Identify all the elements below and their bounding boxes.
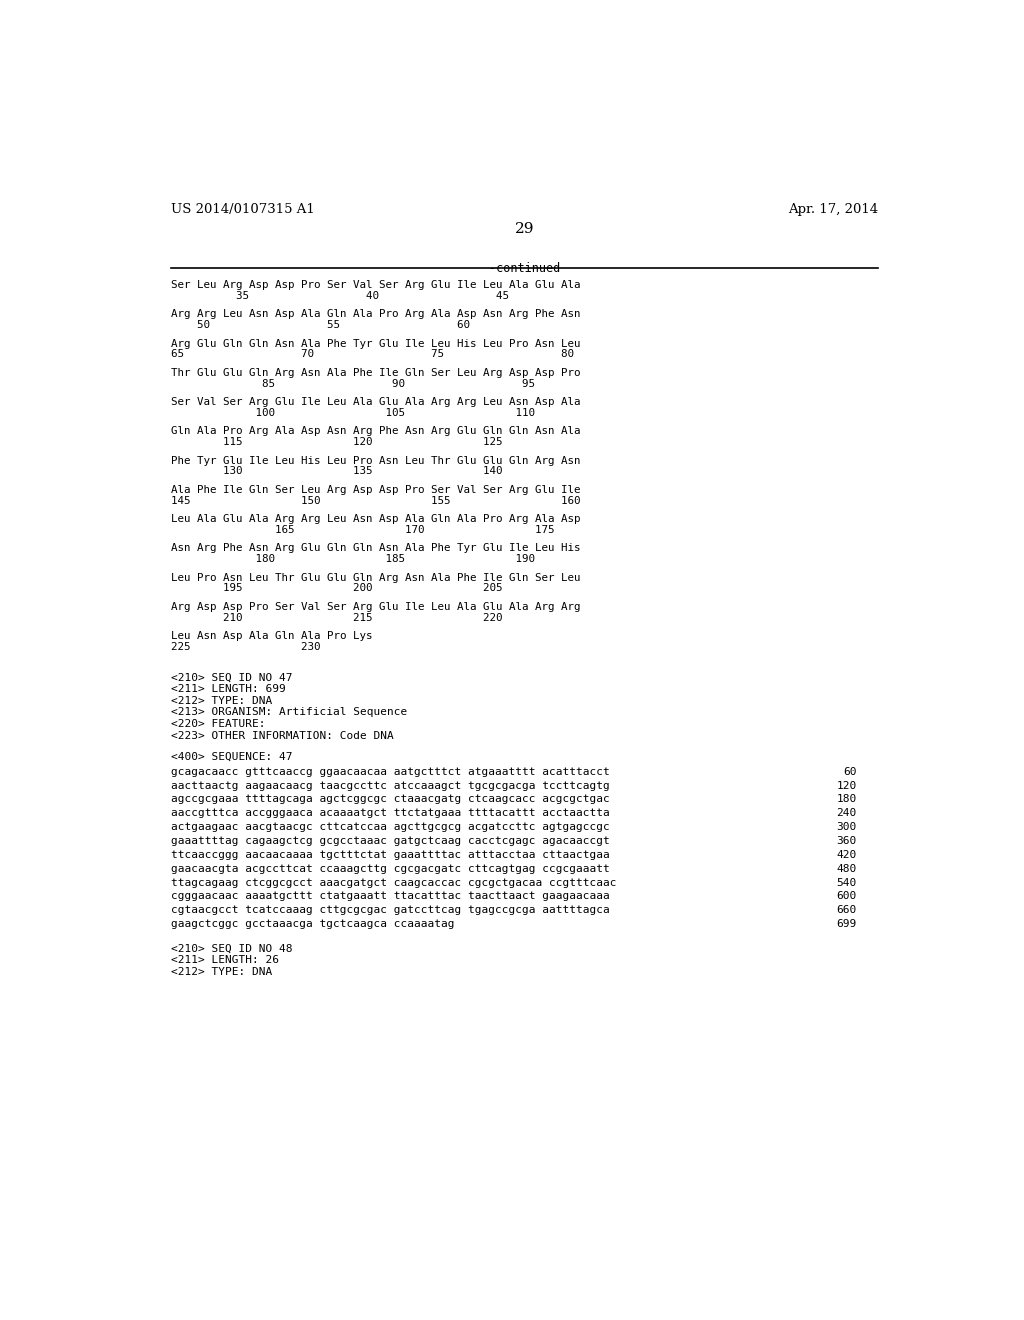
Text: <210> SEQ ID NO 47: <210> SEQ ID NO 47 — [171, 673, 292, 682]
Text: 130                 135                 140: 130 135 140 — [171, 466, 502, 477]
Text: 240: 240 — [837, 808, 856, 818]
Text: <220> FEATURE:: <220> FEATURE: — [171, 719, 265, 729]
Text: 35                  40                  45: 35 40 45 — [171, 290, 509, 301]
Text: Phe Tyr Glu Ile Leu His Leu Pro Asn Leu Thr Glu Glu Gln Arg Asn: Phe Tyr Glu Ile Leu His Leu Pro Asn Leu … — [171, 455, 581, 466]
Text: gaagctcggc gcctaaacga tgctcaagca ccaaaatag: gaagctcggc gcctaaacga tgctcaagca ccaaaat… — [171, 919, 454, 929]
Text: 120: 120 — [837, 780, 856, 791]
Text: 300: 300 — [837, 822, 856, 832]
Text: Arg Arg Leu Asn Asp Ala Gln Ala Pro Arg Ala Asp Asn Arg Phe Asn: Arg Arg Leu Asn Asp Ala Gln Ala Pro Arg … — [171, 309, 581, 319]
Text: agccgcgaaa ttttagcaga agctcggcgc ctaaacgatg ctcaagcacc acgcgctgac: agccgcgaaa ttttagcaga agctcggcgc ctaaacg… — [171, 795, 609, 804]
Text: 60: 60 — [843, 767, 856, 776]
Text: Ala Phe Ile Gln Ser Leu Arg Asp Asp Pro Ser Val Ser Arg Glu Ile: Ala Phe Ile Gln Ser Leu Arg Asp Asp Pro … — [171, 484, 581, 495]
Text: <400> SEQUENCE: 47: <400> SEQUENCE: 47 — [171, 751, 292, 762]
Text: Ser Leu Arg Asp Asp Pro Ser Val Ser Arg Glu Ile Leu Ala Glu Ala: Ser Leu Arg Asp Asp Pro Ser Val Ser Arg … — [171, 280, 581, 290]
Text: <212> TYPE: DNA: <212> TYPE: DNA — [171, 966, 272, 977]
Text: 600: 600 — [837, 891, 856, 902]
Text: Arg Asp Asp Pro Ser Val Ser Arg Glu Ile Leu Ala Glu Ala Arg Arg: Arg Asp Asp Pro Ser Val Ser Arg Glu Ile … — [171, 602, 581, 612]
Text: 65                  70                  75                  80: 65 70 75 80 — [171, 350, 573, 359]
Text: ttagcagaag ctcggcgcct aaacgatgct caagcaccac cgcgctgacaa ccgtttcaac: ttagcagaag ctcggcgcct aaacgatgct caagcac… — [171, 878, 616, 887]
Text: -continued: -continued — [489, 261, 560, 275]
Text: 195                 200                 205: 195 200 205 — [171, 583, 502, 594]
Text: Apr. 17, 2014: Apr. 17, 2014 — [788, 203, 879, 216]
Text: Gln Ala Pro Arg Ala Asp Asn Arg Phe Asn Arg Glu Gln Gln Asn Ala: Gln Ala Pro Arg Ala Asp Asn Arg Phe Asn … — [171, 426, 581, 437]
Text: 480: 480 — [837, 863, 856, 874]
Text: aaccgtttca accgggaaca acaaaatgct ttctatgaaa ttttacattt acctaactta: aaccgtttca accgggaaca acaaaatgct ttctatg… — [171, 808, 609, 818]
Text: 420: 420 — [837, 850, 856, 859]
Text: US 2014/0107315 A1: US 2014/0107315 A1 — [171, 203, 314, 216]
Text: Ser Val Ser Arg Glu Ile Leu Ala Glu Ala Arg Arg Leu Asn Asp Ala: Ser Val Ser Arg Glu Ile Leu Ala Glu Ala … — [171, 397, 581, 407]
Text: 165                 170                 175: 165 170 175 — [171, 525, 554, 535]
Text: <213> ORGANISM: Artificial Sequence: <213> ORGANISM: Artificial Sequence — [171, 708, 407, 717]
Text: actgaagaac aacgtaacgc cttcatccaa agcttgcgcg acgatccttc agtgagccgc: actgaagaac aacgtaacgc cttcatccaa agcttgc… — [171, 822, 609, 832]
Text: cgggaacaac aaaatgcttt ctatgaaatt ttacatttac taacttaact gaagaacaaa: cgggaacaac aaaatgcttt ctatgaaatt ttacatt… — [171, 891, 609, 902]
Text: 360: 360 — [837, 836, 856, 846]
Text: 85                  90                  95: 85 90 95 — [171, 379, 535, 388]
Text: <211> LENGTH: 26: <211> LENGTH: 26 — [171, 956, 279, 965]
Text: aacttaactg aagaacaacg taacgccttc atccaaagct tgcgcgacga tccttcagtg: aacttaactg aagaacaacg taacgccttc atccaaa… — [171, 780, 609, 791]
Text: Thr Glu Glu Gln Arg Asn Ala Phe Ile Gln Ser Leu Arg Asp Asp Pro: Thr Glu Glu Gln Arg Asn Ala Phe Ile Gln … — [171, 368, 581, 378]
Text: ttcaaccggg aacaacaaaa tgctttctat gaaattttac atttacctaa cttaactgaa: ttcaaccggg aacaacaaaa tgctttctat gaaattt… — [171, 850, 609, 859]
Text: 180                 185                 190: 180 185 190 — [171, 554, 535, 564]
Text: 225                 230: 225 230 — [171, 642, 321, 652]
Text: 145                 150                 155                 160: 145 150 155 160 — [171, 496, 581, 506]
Text: 540: 540 — [837, 878, 856, 887]
Text: Arg Glu Gln Gln Asn Ala Phe Tyr Glu Ile Leu His Leu Pro Asn Leu: Arg Glu Gln Gln Asn Ala Phe Tyr Glu Ile … — [171, 339, 581, 348]
Text: <211> LENGTH: 699: <211> LENGTH: 699 — [171, 684, 286, 694]
Text: Leu Ala Glu Ala Arg Arg Leu Asn Asp Ala Gln Ala Pro Arg Ala Asp: Leu Ala Glu Ala Arg Arg Leu Asn Asp Ala … — [171, 515, 581, 524]
Text: gcagacaacc gtttcaaccg ggaacaacaa aatgctttct atgaaatttt acatttacct: gcagacaacc gtttcaaccg ggaacaacaa aatgctt… — [171, 767, 609, 776]
Text: 180: 180 — [837, 795, 856, 804]
Text: 100                 105                 110: 100 105 110 — [171, 408, 535, 418]
Text: Asn Arg Phe Asn Arg Glu Gln Gln Asn Ala Phe Tyr Glu Ile Leu His: Asn Arg Phe Asn Arg Glu Gln Gln Asn Ala … — [171, 544, 581, 553]
Text: 29: 29 — [515, 222, 535, 235]
Text: Leu Asn Asp Ala Gln Ala Pro Lys: Leu Asn Asp Ala Gln Ala Pro Lys — [171, 631, 372, 642]
Text: <210> SEQ ID NO 48: <210> SEQ ID NO 48 — [171, 944, 292, 954]
Text: 210                 215                 220: 210 215 220 — [171, 612, 502, 623]
Text: <212> TYPE: DNA: <212> TYPE: DNA — [171, 696, 272, 706]
Text: gaacaacgta acgccttcat ccaaagcttg cgcgacgatc cttcagtgag ccgcgaaatt: gaacaacgta acgccttcat ccaaagcttg cgcgacg… — [171, 863, 609, 874]
Text: 50                  55                  60: 50 55 60 — [171, 321, 470, 330]
Text: gaaattttag cagaagctcg gcgcctaaac gatgctcaag cacctcgagc agacaaccgt: gaaattttag cagaagctcg gcgcctaaac gatgctc… — [171, 836, 609, 846]
Text: 660: 660 — [837, 906, 856, 915]
Text: <223> OTHER INFORMATION: Code DNA: <223> OTHER INFORMATION: Code DNA — [171, 730, 393, 741]
Text: 699: 699 — [837, 919, 856, 929]
Text: Leu Pro Asn Leu Thr Glu Glu Gln Arg Asn Ala Phe Ile Gln Ser Leu: Leu Pro Asn Leu Thr Glu Glu Gln Arg Asn … — [171, 573, 581, 582]
Text: 115                 120                 125: 115 120 125 — [171, 437, 502, 447]
Text: cgtaacgcct tcatccaaag cttgcgcgac gatccttcag tgagccgcga aattttagca: cgtaacgcct tcatccaaag cttgcgcgac gatcctt… — [171, 906, 609, 915]
